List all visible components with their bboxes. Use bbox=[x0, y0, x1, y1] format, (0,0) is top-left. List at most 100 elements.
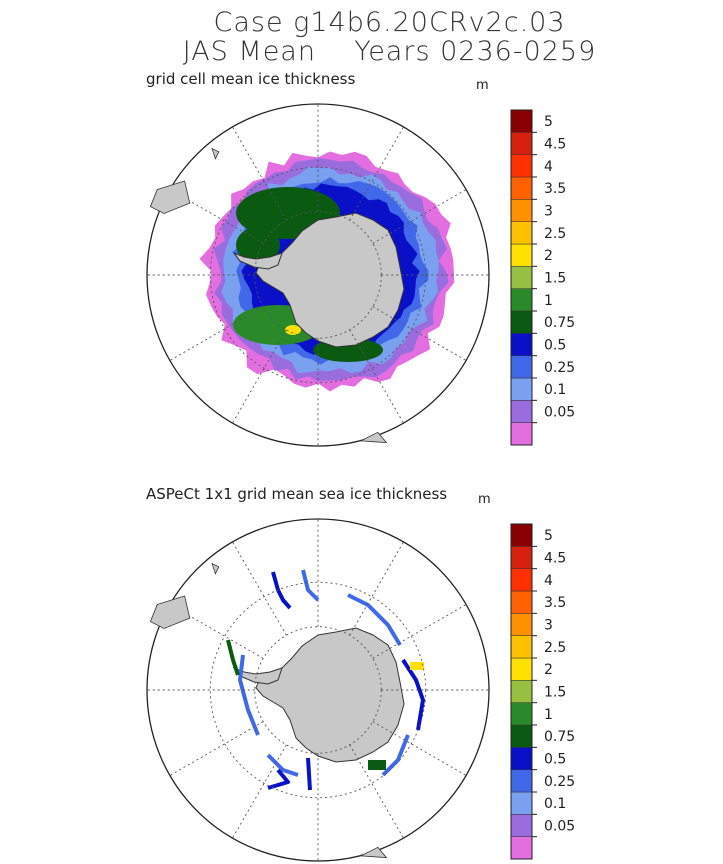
colorbar-swatch bbox=[510, 747, 533, 770]
colorbar-swatch bbox=[510, 769, 533, 793]
south-america-landmass bbox=[149, 180, 191, 214]
colorbar-tick-label: 0.75 bbox=[544, 315, 575, 331]
colorbar-swatch bbox=[510, 814, 533, 837]
colorbar-swatch bbox=[510, 836, 533, 860]
latitude-circle bbox=[209, 166, 427, 384]
colorbar-tick-label: 4.5 bbox=[544, 551, 566, 567]
meridian-line bbox=[372, 604, 467, 659]
colorbar-tick-label: 3.5 bbox=[544, 595, 566, 611]
panel2-unit: m bbox=[478, 492, 491, 507]
south-america-landmass bbox=[149, 595, 191, 629]
island-landmass bbox=[359, 846, 388, 859]
observation-track bbox=[301, 569, 320, 602]
colorbar-swatch bbox=[510, 355, 533, 379]
colorbar-panel-1: 0.05 0.1 0.25 0.5 0.75 1 1.5 2 2.5 3 3.5 4 4.5 5 bbox=[510, 109, 575, 446]
map-outline bbox=[146, 518, 490, 862]
colorbar-tick-label: 3 bbox=[544, 618, 553, 634]
colorbar-swatch bbox=[510, 221, 533, 245]
colorbar-panel-2: 0.05 0.1 0.25 0.5 0.75 1 1.5 2 2.5 3 3.5 4 4.5 5 bbox=[510, 523, 575, 860]
meridian-line bbox=[232, 744, 287, 839]
map-outline bbox=[146, 103, 490, 447]
colorbar-tick-label: 1.5 bbox=[544, 271, 566, 287]
observation-track bbox=[401, 658, 425, 731]
panel1-unit: m bbox=[476, 78, 489, 93]
colorbar-tick-label: 4 bbox=[544, 159, 553, 175]
colorbar-swatch bbox=[510, 243, 533, 267]
observation-track bbox=[347, 593, 402, 647]
colorbar-swatch bbox=[510, 680, 533, 703]
colorbar-tick-label: 3.5 bbox=[544, 181, 566, 197]
colorbar-tick-label: 0.25 bbox=[544, 360, 575, 376]
island-landmass bbox=[359, 431, 388, 444]
colorbar-swatch bbox=[510, 109, 533, 133]
colorbar-swatch bbox=[510, 132, 533, 155]
latitude-circle bbox=[209, 581, 427, 799]
colorbar-frame bbox=[510, 523, 533, 860]
colorbar-tick-label: 2.5 bbox=[544, 640, 566, 656]
observation-track bbox=[226, 639, 240, 676]
meridian-line bbox=[169, 721, 264, 776]
observation-patch bbox=[410, 662, 424, 670]
colorbar-swatch bbox=[510, 546, 533, 569]
antarctic-peninsula bbox=[232, 251, 283, 270]
colorbar-frame bbox=[510, 109, 533, 446]
island-landmass bbox=[211, 562, 220, 575]
ice-field-thick-spot bbox=[285, 325, 301, 335]
colorbar-swatch bbox=[510, 400, 533, 423]
colorbar-swatch bbox=[510, 176, 533, 200]
observation-patch bbox=[368, 760, 386, 770]
observation-track bbox=[381, 734, 410, 777]
colorbar-swatch bbox=[510, 422, 533, 446]
colorbar-swatch bbox=[510, 199, 533, 222]
colorbar-tick-label: 0.25 bbox=[544, 774, 575, 790]
colorbar-swatch bbox=[510, 657, 533, 681]
colorbar-tick-label: 0.05 bbox=[544, 819, 575, 835]
colorbar-tick-label: 2 bbox=[544, 662, 553, 678]
colorbar-swatch bbox=[510, 288, 533, 312]
island-landmass bbox=[211, 147, 220, 160]
colorbar-swatch bbox=[510, 333, 533, 356]
observation-track bbox=[306, 757, 312, 791]
observation-track bbox=[271, 571, 292, 610]
colorbar-tick-label: 0.1 bbox=[544, 796, 566, 812]
colorbar-swatch bbox=[510, 702, 533, 726]
colorbar-tick-label: 1 bbox=[544, 293, 553, 309]
colorbar-swatch bbox=[510, 310, 533, 334]
colorbar-swatch bbox=[510, 724, 533, 748]
colorbar-tick-label: 5 bbox=[544, 114, 553, 130]
colorbar-tick-label: 0.5 bbox=[544, 752, 566, 768]
colorbar-swatch bbox=[510, 635, 533, 659]
colorbar-tick-label: 5 bbox=[544, 528, 553, 544]
colorbar-tick-label: 2.5 bbox=[544, 226, 566, 242]
colorbar-swatch bbox=[510, 523, 533, 547]
colorbar-tick-label: 4 bbox=[544, 573, 553, 589]
colorbar-tick-label: 3 bbox=[544, 204, 553, 220]
antarctica-landmass bbox=[255, 627, 405, 763]
colorbar-tick-label: 0.05 bbox=[544, 405, 575, 421]
observation-track bbox=[267, 768, 290, 790]
colorbar-tick-label: 1 bbox=[544, 707, 553, 723]
main-title-line1: Case g14b6.20CRv2c.03 bbox=[213, 7, 566, 38]
ice-field-peninsula bbox=[236, 227, 280, 263]
colorbar-tick-label: 2 bbox=[544, 248, 553, 264]
colorbar-swatch bbox=[510, 568, 533, 592]
map-panel-2 bbox=[146, 518, 490, 862]
panel1-title: grid cell mean ice thickness bbox=[146, 70, 356, 88]
observation-track bbox=[266, 753, 299, 777]
main-title-line2: JAS Mean Years 0236-0259 bbox=[182, 36, 597, 67]
meridian-line bbox=[349, 744, 404, 839]
colorbar-swatch bbox=[510, 613, 533, 636]
colorbar-swatch bbox=[510, 590, 533, 614]
colorbar-tick-label: 4.5 bbox=[544, 137, 566, 153]
panel2-title: ASPeCt 1x1 grid mean sea ice thickness bbox=[146, 485, 448, 503]
colorbar-tick-label: 0.75 bbox=[544, 729, 575, 745]
colorbar-swatch bbox=[510, 791, 533, 815]
meridian-line bbox=[349, 541, 404, 636]
map-panel-1 bbox=[146, 103, 490, 447]
colorbar-tick-label: 1.5 bbox=[544, 685, 566, 701]
colorbar-tick-label: 0.1 bbox=[544, 382, 566, 398]
colorbar-swatch bbox=[510, 377, 533, 401]
colorbar-tick-label: 0.5 bbox=[544, 338, 566, 354]
colorbar-swatch bbox=[510, 154, 533, 178]
